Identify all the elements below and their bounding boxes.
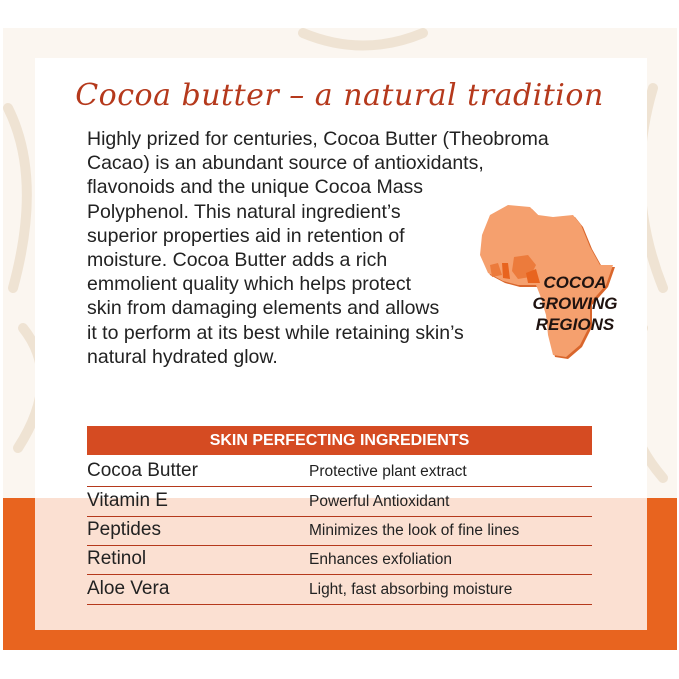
text-line: it to perform at its best while retainin…: [87, 321, 464, 344]
table-row: Vitamin E Powerful Antioxidant: [87, 488, 592, 517]
map-label: COCOA GROWING REGIONS: [525, 272, 625, 335]
text-line: moisture. Cocoa Butter adds a rich: [87, 249, 388, 272]
ingredient-name: Aloe Vera: [87, 578, 170, 599]
text-line: Cacao) is an abundant source of antioxid…: [87, 152, 484, 175]
ingredient-name: Cocoa Butter: [87, 460, 198, 481]
pale-panel: [35, 498, 647, 630]
ingredient-name: Vitamin E: [87, 490, 168, 511]
table-row: Cocoa Butter Protective plant extract: [87, 458, 592, 487]
ingredient-desc: Minimizes the look of fine lines: [309, 522, 520, 539]
text-line: flavonoids and the unique Cocoa Mass: [87, 176, 424, 199]
map-label-line: GROWING: [532, 294, 618, 313]
table-row: Peptides Minimizes the look of fine lines: [87, 517, 592, 546]
ingredient-desc: Powerful Antioxidant: [309, 493, 450, 510]
africa-map-icon: [480, 205, 615, 359]
text-line: Polyphenol. This natural ingredient’s: [87, 200, 401, 223]
ingredient-desc: Protective plant extract: [309, 463, 467, 480]
description-text: Highly prized for centuries, Cocoa Butte…: [87, 127, 607, 369]
text-line: skin from damaging elements and allows: [87, 297, 440, 320]
text-line: superior properties aid in retention of: [87, 224, 405, 247]
table-row: Aloe Vera Light, fast absorbing moisture: [87, 576, 592, 605]
map-label-line: COCOA: [543, 273, 607, 292]
ingredient-desc: Light, fast absorbing moisture: [309, 581, 513, 598]
text-line: natural hydrated glow.: [87, 345, 278, 368]
text-line: emmolient quality which helps protect: [87, 273, 412, 296]
text-line: Highly prized for centuries, Cocoa Butte…: [87, 128, 549, 150]
ingredient-name: Peptides: [87, 519, 161, 540]
map-label-line: REGIONS: [535, 315, 615, 334]
ingredients-table-header: SKIN PERFECTING INGREDIENTS: [87, 426, 592, 455]
table-row: Retinol Enhances exfoliation: [87, 546, 592, 575]
ingredient-desc: Enhances exfoliation: [309, 551, 453, 568]
page-title: Cocoa butter – a natural tradition: [75, 78, 604, 113]
infographic-card: [3, 28, 677, 650]
ingredient-name: Retinol: [87, 548, 147, 569]
